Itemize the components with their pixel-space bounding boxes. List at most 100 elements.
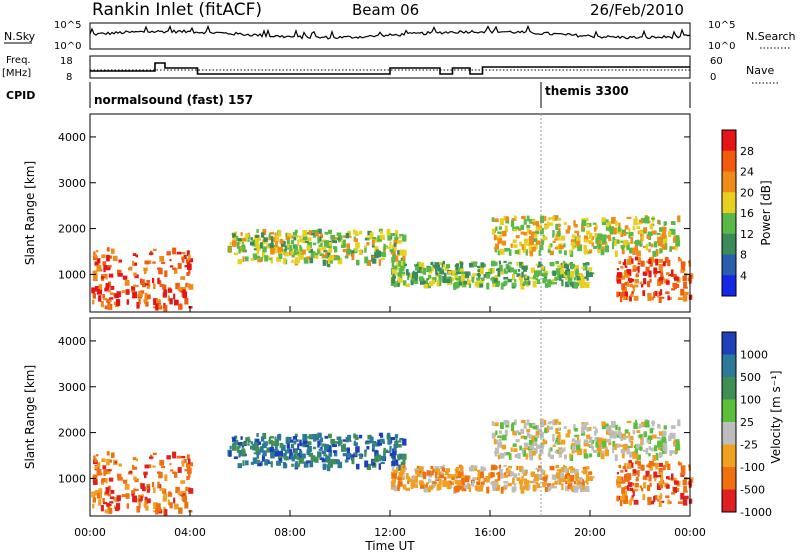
power-echo-1 [290, 248, 294, 255]
power-echo-0 [109, 292, 115, 295]
power-echo-1 [232, 233, 236, 238]
velocity-echo-1 [395, 438, 398, 444]
power-echo-2 [392, 273, 395, 278]
power-echo-2 [457, 268, 460, 272]
power-echo-0 [104, 305, 109, 310]
power-echo-3 [673, 237, 677, 240]
velocity-colorbar-tick-label: -100 [740, 461, 765, 474]
power-echo-2 [472, 277, 475, 283]
power-echo-1 [286, 232, 292, 237]
velocity-echo-4 [624, 485, 628, 490]
velocity-echo-2 [458, 485, 463, 490]
power-echo-3 [513, 228, 517, 232]
velocity-echo-0 [143, 503, 147, 507]
power-echo-1 [364, 245, 367, 249]
power-echo-0 [181, 289, 186, 293]
velocity-echo-2 [446, 468, 451, 473]
power-echo-3 [608, 226, 613, 230]
velocity-echo-4 [637, 460, 641, 467]
velocity-echo-4 [682, 479, 687, 486]
velocity-echo-4 [616, 479, 621, 486]
velocity-echo-3 [515, 430, 520, 434]
velocity-echo-2 [508, 465, 513, 469]
velocity-echo-1 [242, 460, 245, 466]
velocity-echo-2 [565, 473, 568, 479]
power-echo-3 [597, 240, 601, 245]
power-echo-2 [441, 263, 445, 268]
plot-title: Rankin Inlet (fitACF) [92, 0, 262, 20]
velocity-echo-2 [537, 474, 543, 480]
power-echo-1 [329, 255, 334, 261]
velocity-echo-2 [512, 477, 515, 485]
freq-label: Freq. [6, 55, 31, 66]
velocity-echo-2 [507, 482, 512, 487]
velocity-echo-1 [268, 448, 271, 451]
power-echo-3 [626, 216, 632, 219]
velocity-echo-3 [523, 423, 527, 429]
power-echo-4 [633, 295, 639, 301]
velocity-echo-2 [415, 470, 419, 475]
power-echo-0 [131, 289, 135, 293]
power-echo-3 [661, 232, 667, 239]
velocity-echo-0 [188, 488, 194, 494]
power-echo-4 [666, 272, 670, 276]
velocity-echo-1 [292, 436, 297, 440]
velocity-echo-0 [177, 467, 182, 473]
velocity-echo-1 [240, 436, 243, 440]
power-echo-1 [367, 238, 370, 241]
power-echo-3 [586, 224, 590, 228]
power-echo-1 [393, 239, 398, 245]
velocity-echo-3 [638, 434, 643, 438]
velocity-echo-3 [519, 445, 522, 451]
power-echo-1 [320, 242, 323, 247]
power-echo-4 [647, 295, 651, 302]
velocity-echo-2 [584, 480, 587, 483]
velocity-echo-0 [169, 463, 172, 466]
velocity-echo-1 [332, 444, 337, 448]
power-echo-3 [636, 239, 640, 245]
velocity-echo-1 [316, 433, 319, 438]
velocity-echo-2 [504, 484, 508, 488]
power-echo-2 [448, 271, 451, 274]
velocity-echo-1 [389, 452, 394, 457]
velocity-echo-2 [402, 467, 408, 471]
power-echo-2 [542, 272, 548, 277]
xaxis-tick-label: 16:00 [474, 526, 506, 539]
power-echo-2 [588, 272, 593, 277]
velocity-echo-1 [300, 450, 303, 456]
power-echo-2 [403, 261, 406, 265]
power-echo-3 [494, 243, 500, 250]
power-echo-1 [321, 246, 327, 251]
power-echo-3 [614, 250, 618, 258]
power-echo-1 [256, 247, 260, 255]
velocity-echo-0 [95, 454, 99, 457]
power-echo-2 [483, 263, 487, 267]
power-echo-1 [309, 257, 314, 264]
power-echo-3 [504, 225, 508, 232]
power-echo-3 [558, 244, 564, 249]
velocity-echo-1 [260, 436, 265, 442]
velocity-echo-3 [505, 452, 510, 456]
power-echo-2 [432, 264, 436, 269]
velocity-echo-1 [323, 454, 328, 457]
velocity-echo-1 [250, 461, 254, 465]
velocity-echo-2 [414, 484, 419, 488]
velocity-echo-3 [632, 451, 635, 456]
velocity-echo-0 [96, 462, 101, 468]
velocity-echo-0 [140, 494, 145, 498]
power-echo-3 [612, 236, 616, 244]
power-echo-4 [650, 296, 654, 301]
power-echo-2 [494, 282, 500, 287]
velocity-echo-1 [286, 443, 290, 449]
velocity-echo-1 [268, 436, 271, 443]
power-echo-0 [153, 283, 156, 290]
velocity-echo-3 [592, 449, 598, 453]
power-echo-3 [659, 237, 664, 241]
velocity-echo-3 [540, 431, 544, 439]
power-echo-2 [493, 278, 498, 283]
power-echo-0 [106, 254, 110, 262]
power-echo-3 [526, 215, 530, 222]
power-echo-0 [140, 279, 145, 285]
velocity-echo-2 [417, 472, 421, 478]
power-echo-3 [608, 221, 612, 229]
